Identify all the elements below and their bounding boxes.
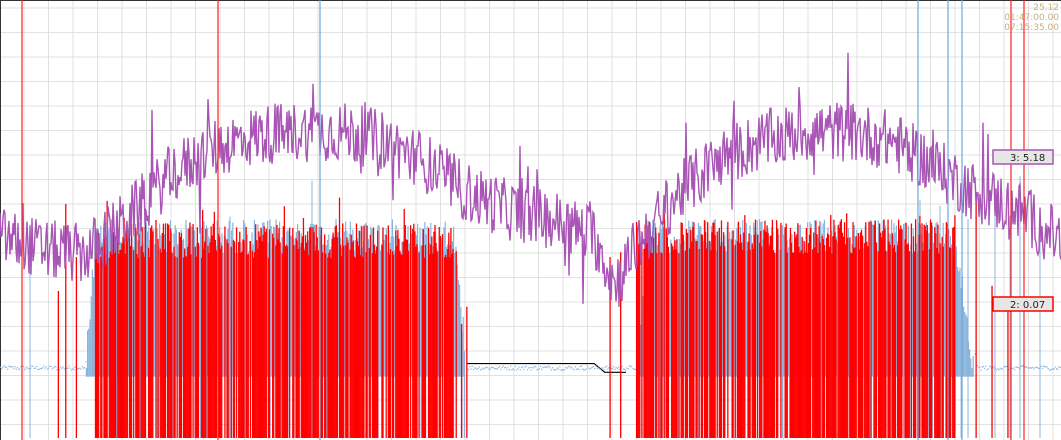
cursor-layer xyxy=(21,0,1025,440)
time-label: 25.12 xyxy=(1033,3,1059,13)
time-label: 07:15:35.00 xyxy=(1004,23,1059,33)
marker-label: 3: 5.18 xyxy=(1010,153,1045,164)
marker-label: 2: 0.07 xyxy=(1010,300,1045,311)
series-red xyxy=(57,197,1009,438)
time-label: 01:47:00.00 xyxy=(1004,13,1059,23)
marker-box xyxy=(992,149,1054,165)
baseline-line xyxy=(466,362,626,373)
marker-layer: 3: 5.18 2: 0.07 xyxy=(992,149,1054,312)
marker-box xyxy=(992,296,1054,312)
series-layer xyxy=(0,52,1061,438)
series-purple-line xyxy=(0,52,1061,307)
value-marker-purple[interactable]: 3: 5.18 xyxy=(992,149,1054,165)
value-marker-red[interactable]: 2: 0.07 xyxy=(992,296,1054,312)
